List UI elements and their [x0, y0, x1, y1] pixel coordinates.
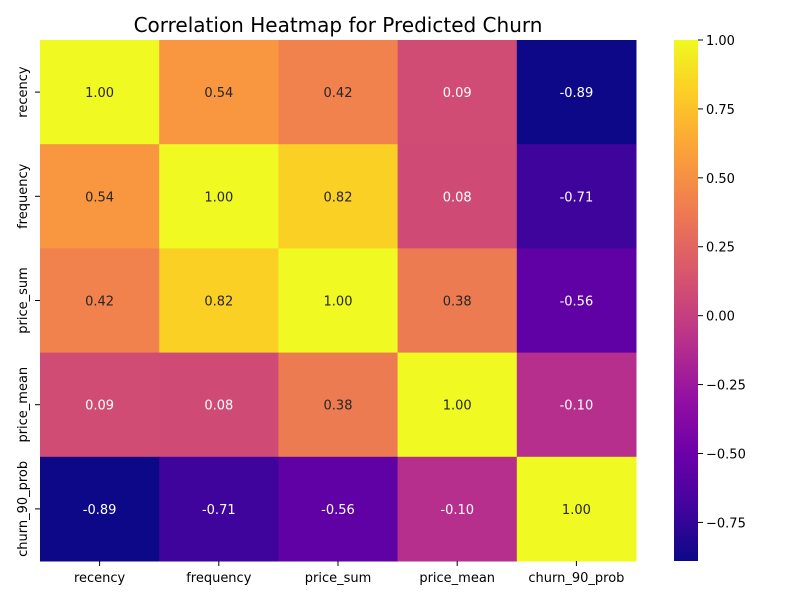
heatmap-cell — [397, 352, 518, 458]
cell-value-label: -0.56 — [560, 295, 594, 310]
cell-value-label: 0.08 — [443, 190, 472, 205]
cell-value-label: -0.71 — [202, 503, 236, 518]
heatmap-cell — [397, 40, 518, 145]
x-tick-label: recency — [74, 571, 126, 586]
x-tick-label: churn_90_prob — [528, 571, 624, 586]
colorbar-tick-label: 1.00 — [706, 34, 735, 49]
chart-title: Correlation Heatmap for Predicted Churn — [134, 13, 543, 37]
heatmap-cell — [40, 248, 160, 354]
heatmap-cell — [397, 144, 518, 249]
cell-value-label: 0.42 — [324, 86, 353, 101]
heatmap-cell — [397, 248, 518, 354]
heatmap-cell — [516, 248, 637, 354]
heatmap-cells: 1.00 0.54 0.42 0.09 -0.89 0.54 1.00 0.82 0.08 -0.… — [40, 40, 637, 562]
y-tick-label: recency — [16, 66, 31, 118]
cell-value-label: 0.38 — [324, 399, 353, 414]
y-tick-label: price_mean — [16, 367, 31, 443]
heatmap-cell — [278, 144, 399, 249]
cell-value-label: 1.00 — [204, 190, 233, 205]
x-axis: recency frequency price_sum price_mean churn… — [74, 561, 624, 586]
heatmap-cell — [278, 248, 399, 354]
heatmap-cell — [159, 248, 279, 354]
y-axis: recency frequency price_sum price_meanchurn… — [16, 66, 40, 557]
heatmap-cell — [278, 456, 399, 562]
colorbar-tick-label: −0.50 — [706, 447, 746, 462]
cell-value-label: 0.82 — [204, 295, 233, 310]
heatmap-cell — [516, 40, 637, 145]
heatmap-cell — [159, 40, 279, 145]
y-tick-label: price_sum — [16, 267, 31, 334]
y-tick-label: churn_90_prob — [16, 461, 31, 557]
cell-value-label: 0.09 — [85, 399, 114, 414]
heatmap-cell — [40, 352, 160, 458]
colorbar-tick-label: 0.25 — [706, 241, 735, 256]
heatmap-cell — [516, 352, 637, 458]
cell-value-label: 0.09 — [443, 86, 472, 101]
heatmap-cell — [397, 456, 518, 562]
cell-value-label: 0.42 — [85, 295, 114, 310]
cell-value-label: 1.00 — [85, 86, 114, 101]
heatmap-cell — [40, 456, 160, 562]
heatmap-cell — [40, 40, 160, 145]
cell-value-label: 1.00 — [324, 295, 353, 310]
cell-value-label: -0.10 — [560, 399, 594, 414]
heatmap-cell — [159, 352, 279, 458]
heatmap-cell — [159, 144, 279, 249]
colorbar-tick-label: 0.75 — [706, 103, 735, 118]
heatmap-cell — [278, 40, 399, 145]
colorbar-gradient — [674, 40, 698, 561]
cell-value-label: 0.54 — [204, 86, 233, 101]
x-tick-label: price_sum — [305, 571, 372, 586]
cell-value-label: 0.82 — [324, 190, 353, 205]
cell-value-label: 0.54 — [85, 190, 114, 205]
y-tick-label: frequency — [16, 163, 31, 229]
cell-value-label: -0.89 — [83, 503, 117, 518]
heatmap-cell — [278, 352, 399, 458]
colorbar-tick-label: 0.50 — [706, 172, 735, 187]
cell-value-label: -0.71 — [560, 190, 594, 205]
heatmap-cell — [516, 456, 637, 562]
heatmap-cell — [516, 144, 637, 249]
x-tick-label: price_mean — [419, 571, 495, 586]
colorbar-tick-label: 0.00 — [706, 310, 735, 325]
cell-value-label: 1.00 — [562, 503, 591, 518]
colorbar-tick-label: −0.75 — [706, 516, 746, 531]
colorbar: 1.00 0.75 0.50 0.25 0.00 −0.25 −0.50 −0.75 — [674, 34, 746, 561]
cell-value-label: -0.89 — [560, 86, 594, 101]
cell-value-label: 0.38 — [443, 295, 472, 310]
heatmap-cell — [159, 456, 279, 562]
x-tick-label: frequency — [186, 571, 252, 586]
cell-value-label: -0.56 — [321, 503, 355, 518]
heatmap-cell — [40, 144, 160, 249]
colorbar-tick-label: −0.25 — [706, 379, 746, 394]
cell-value-label: -0.10 — [440, 503, 474, 518]
cell-value-label: 1.00 — [443, 399, 472, 414]
cell-value-label: 0.08 — [204, 399, 233, 414]
